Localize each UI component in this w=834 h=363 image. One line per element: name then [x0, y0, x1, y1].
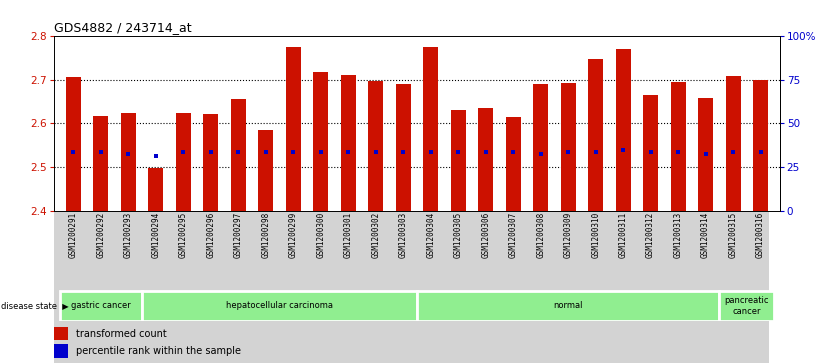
Bar — [314, 72, 329, 211]
Bar — [93, 115, 108, 211]
Bar — [753, 80, 768, 211]
Text: hepatocellular carcinoma: hepatocellular carcinoma — [226, 301, 333, 310]
Bar — [533, 84, 548, 211]
Bar — [560, 83, 575, 211]
Bar — [615, 49, 631, 211]
Bar — [142, 291, 417, 321]
Text: transformed count: transformed count — [76, 329, 167, 339]
Bar — [259, 130, 274, 211]
Bar — [698, 98, 713, 211]
Bar — [148, 168, 163, 211]
Bar — [719, 291, 774, 321]
Text: normal: normal — [554, 301, 583, 310]
Bar — [66, 77, 81, 211]
Bar — [726, 76, 741, 211]
Bar — [203, 114, 219, 211]
Bar — [54, 344, 68, 358]
Bar — [505, 117, 520, 211]
Bar — [643, 95, 658, 211]
Bar — [588, 59, 603, 211]
Bar — [231, 99, 246, 211]
Bar — [450, 110, 465, 211]
Bar — [54, 327, 68, 340]
Bar — [341, 75, 356, 211]
Bar — [478, 108, 493, 211]
Bar — [369, 81, 384, 211]
Bar — [176, 113, 191, 211]
Text: gastric cancer: gastric cancer — [71, 301, 131, 310]
Text: disease state  ▶: disease state ▶ — [1, 301, 68, 310]
Text: percentile rank within the sample: percentile rank within the sample — [76, 346, 241, 356]
Text: GDS4882 / 243714_at: GDS4882 / 243714_at — [54, 21, 192, 34]
Bar — [121, 113, 136, 211]
Bar — [423, 47, 439, 211]
Text: pancreatic
cancer: pancreatic cancer — [725, 296, 769, 315]
Bar — [286, 47, 301, 211]
Bar — [671, 82, 686, 211]
Bar — [60, 291, 142, 321]
Bar — [395, 84, 411, 211]
Bar — [417, 291, 719, 321]
